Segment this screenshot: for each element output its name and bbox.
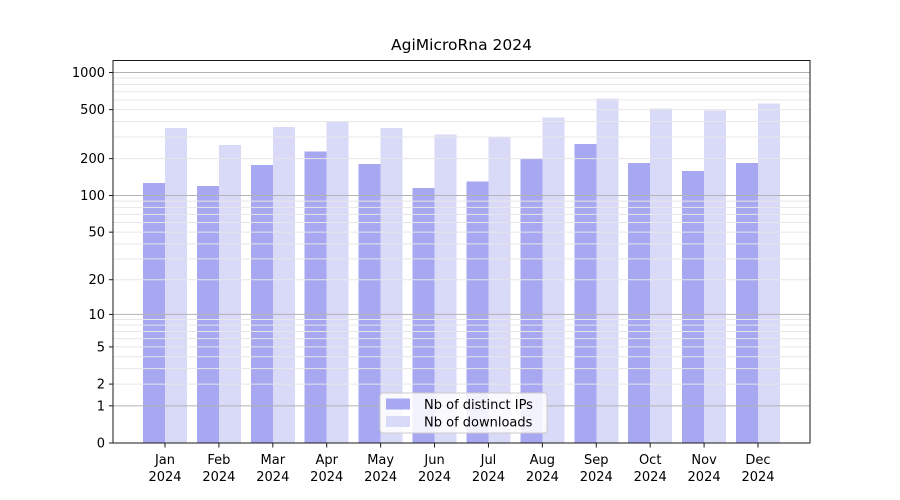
y-tick-label-10: 10 [88,308,105,323]
y-tick-label-100: 100 [80,189,105,204]
bar-dec-downloads [758,103,780,443]
legend: Nb of distinct IPs Nb of downloads [379,392,548,434]
y-tick-label-5: 5 [97,340,105,355]
x-tick-label-year-jul: 2024 [472,470,505,485]
y-tick-label-500: 500 [80,103,105,118]
bars-group [143,98,780,444]
bar-nov-distinct-ips [682,170,705,443]
y-tick-label-1000: 1000 [72,66,105,81]
x-tick-label-month-may: May [367,453,394,468]
bar-jun-downloads [434,134,457,443]
x-tick-label-month-mar: Mar [261,453,286,468]
x-tick-label-year-jan: 2024 [148,470,181,485]
x-tick-label-year-oct: 2024 [634,470,667,485]
x-tick-label-month-jun: Jun [423,453,444,468]
x-tick-label-year-jun: 2024 [418,470,451,485]
x-tick-label-month-sep: Sep [584,453,609,468]
x-tick-label-year-feb: 2024 [202,470,235,485]
x-tick-label-year-aug: 2024 [526,470,559,485]
x-tick-label-month-jan: Jan [154,453,175,468]
x-tick-label-month-aug: Aug [530,453,555,468]
chart-title: AgiMicroRna 2024 [391,36,532,54]
x-tick-label-month-feb: Feb [207,453,230,468]
bar-oct-downloads [650,108,673,444]
legend-label-distinct-ips: Nb of distinct IPs [424,398,533,413]
x-tick-label-year-apr: 2024 [310,470,343,485]
x-tick-label-year-dec: 2024 [741,470,774,485]
y-tick-label-20: 20 [88,273,105,288]
bar-mar-downloads [272,126,295,443]
bar-jan-downloads [165,127,187,444]
bar-sep-distinct-ips [574,144,597,443]
y-tick-label-50: 50 [88,226,105,241]
x-tick-label-month-apr: Apr [315,453,338,468]
bar-mar-distinct-ips [250,164,273,443]
x-tick-label-month-nov: Nov [691,453,717,468]
bar-may-downloads [380,127,403,444]
x-tick-label-month-jul: Jul [480,453,497,468]
bar-jun-distinct-ips [412,188,435,443]
y-tick-label-200: 200 [80,152,105,167]
bar-oct-distinct-ips [628,163,651,443]
bar-aug-distinct-ips [520,158,543,444]
plot-frame [112,60,811,444]
x-tick-label-year-may: 2024 [364,470,397,485]
gridlines-group [113,72,810,407]
x-tick-label-year-sep: 2024 [580,470,613,485]
bar-may-distinct-ips [358,164,381,443]
legend-swatch-downloads [386,416,410,427]
bar-jul-distinct-ips [466,181,489,444]
x-tick-label-month-oct: Oct [639,453,661,468]
bar-feb-downloads [218,144,241,443]
bar-apr-downloads [326,122,349,444]
legend-swatch-distinct-ips [386,398,410,410]
y-tick-label-1: 1 [97,399,105,414]
legend-label-downloads: Nb of downloads [424,416,533,431]
x-tick-label-year-mar: 2024 [256,470,289,485]
x-tick-label-year-nov: 2024 [688,470,721,485]
bar-apr-distinct-ips [304,151,327,443]
y-tick-label-2: 2 [97,378,105,393]
bar-dec-distinct-ips [736,163,758,443]
bar-sep-downloads [596,98,619,443]
x-axis-ticks-group: Jan 2024 Feb 2024 Mar 2024 Apr 2024 May 2024 Jun 20… [148,443,775,485]
y-tick-label-0: 0 [97,437,105,452]
bar-jan-distinct-ips [143,182,165,443]
x-tick-label-month-dec: Dec [745,453,770,468]
bar-nov-downloads [704,110,727,443]
y-axis-ticks-group: 0 1 2 5 10 20 50 100 200 500 1000 [72,66,113,452]
legend-box [379,392,548,434]
